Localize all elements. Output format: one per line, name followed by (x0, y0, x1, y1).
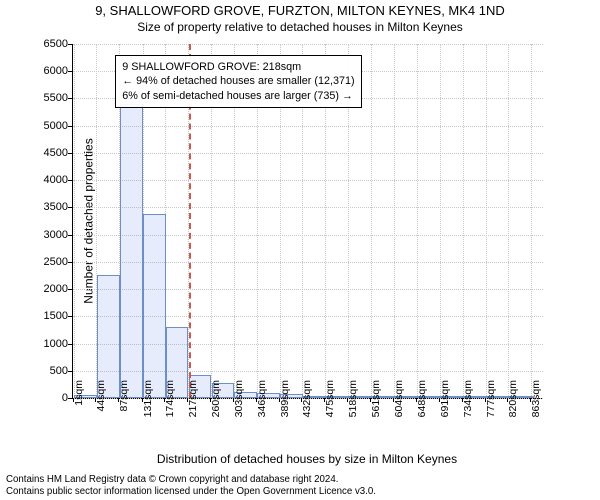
x-tick-label: 131sqm (142, 378, 154, 430)
y-tick-label: 5500 (28, 92, 68, 104)
x-tick-label: 44sqm (95, 378, 107, 430)
y-tick-label: 2500 (28, 256, 68, 268)
footer-line: Contains HM Land Registry data © Crown c… (6, 474, 376, 486)
x-tick-label: 820sqm (507, 378, 519, 430)
y-tick-label: 6500 (28, 38, 68, 50)
x-tick-label: 604sqm (393, 378, 405, 430)
plot-area: 9 SHALLOWFORD GROVE: 218sqm ← 94% of det… (72, 44, 543, 399)
y-tick-label: 2000 (28, 283, 68, 295)
x-tick-label: 432sqm (301, 378, 313, 430)
x-tick-label: 863sqm (530, 378, 542, 430)
annotation-line: 6% of semi-detached houses are larger (7… (122, 89, 354, 104)
footer-line: Contains public sector information licen… (6, 486, 376, 498)
y-tick-label: 0 (28, 392, 68, 404)
chart-title: 9, SHALLOWFORD GROVE, FURZTON, MILTON KE… (0, 3, 600, 18)
y-tick-label: 5000 (28, 120, 68, 132)
y-tick-label: 4500 (28, 147, 68, 159)
y-tick-label: 3500 (28, 201, 68, 213)
x-tick-label: 174sqm (164, 378, 176, 430)
x-tick-label: 561sqm (370, 378, 382, 430)
x-tick-label: 346sqm (256, 378, 268, 430)
x-tick-label: 217sqm (187, 378, 199, 430)
x-tick-label: 691sqm (439, 378, 451, 430)
annotation-line: ← 94% of detached houses are smaller (12… (122, 74, 354, 89)
y-tick-label: 1500 (28, 310, 68, 322)
x-tick-label: 87sqm (118, 378, 130, 430)
y-tick-label: 6000 (28, 65, 68, 77)
annotation-line: 9 SHALLOWFORD GROVE: 218sqm (122, 60, 354, 75)
attribution-footer: Contains HM Land Registry data © Crown c… (6, 474, 376, 498)
x-tick-label: 734sqm (462, 378, 474, 430)
chart-subtitle: Size of property relative to detached ho… (0, 20, 600, 34)
y-tick-label: 3000 (28, 229, 68, 241)
figure: 9, SHALLOWFORD GROVE, FURZTON, MILTON KE… (0, 0, 600, 500)
x-tick-label: 1sqm (73, 378, 85, 430)
x-axis-label: Distribution of detached houses by size … (72, 452, 542, 466)
x-tick-label: 648sqm (416, 378, 428, 430)
y-tick-label: 1000 (28, 338, 68, 350)
x-tick-label: 303sqm (233, 378, 245, 430)
y-tick-label: 500 (28, 365, 68, 377)
x-tick-label: 777sqm (485, 378, 497, 430)
x-tick-label: 518sqm (347, 378, 359, 430)
annotation-box: 9 SHALLOWFORD GROVE: 218sqm ← 94% of det… (115, 55, 361, 109)
x-tick-label: 260sqm (210, 378, 222, 430)
histogram-bar (143, 214, 166, 398)
x-tick-label: 389sqm (279, 378, 291, 430)
histogram-bar (120, 104, 143, 398)
y-tick-label: 4000 (28, 174, 68, 186)
x-tick-label: 475sqm (324, 378, 336, 430)
